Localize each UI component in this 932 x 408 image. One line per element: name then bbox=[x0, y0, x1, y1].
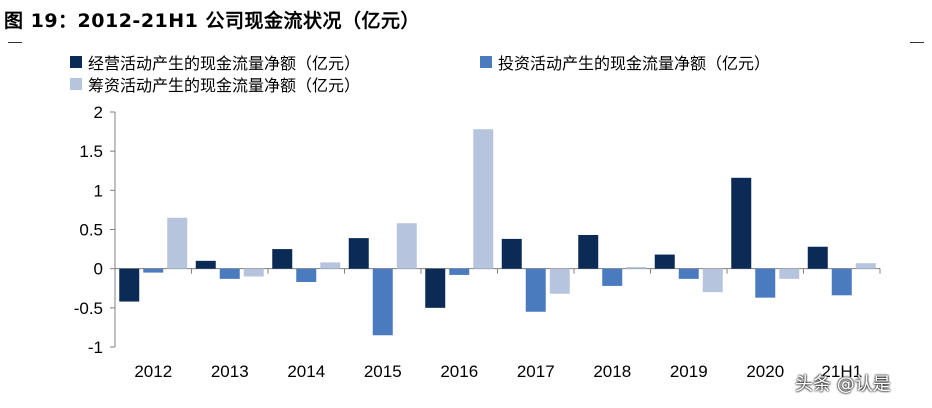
bar-operating bbox=[578, 234, 599, 269]
legend-swatch-operating bbox=[70, 56, 82, 68]
x-tick-label: 2012 bbox=[134, 362, 172, 381]
x-tick-label: 2020 bbox=[746, 362, 784, 381]
bar-operating bbox=[119, 268, 140, 302]
bar-investing bbox=[755, 268, 776, 298]
x-tick-label: 2018 bbox=[593, 362, 631, 381]
bar-operating bbox=[348, 238, 369, 269]
x-tick-label: 2015 bbox=[364, 362, 402, 381]
bar-operating bbox=[807, 246, 828, 269]
bar-investing bbox=[372, 268, 393, 336]
chart-legend: 经营活动产生的现金流量净额（亿元） 投资活动产生的现金流量净额（亿元） 筹资活动… bbox=[70, 50, 870, 98]
y-tick-label: -1 bbox=[88, 338, 103, 357]
bar-financing bbox=[626, 267, 647, 269]
bar-operating bbox=[272, 249, 293, 269]
y-tick-label: 2 bbox=[94, 103, 103, 122]
legend-swatch-investing bbox=[480, 56, 492, 68]
bar-financing bbox=[702, 268, 723, 293]
y-tick-label: 1.5 bbox=[79, 142, 103, 161]
y-tick-label: 0 bbox=[94, 260, 103, 279]
rule-tick-right bbox=[910, 42, 924, 43]
x-tick-label: 2016 bbox=[440, 362, 478, 381]
bar-investing bbox=[143, 268, 164, 273]
bar-investing bbox=[602, 268, 623, 286]
bar-operating bbox=[654, 254, 675, 269]
legend-swatch-financing bbox=[70, 78, 82, 90]
y-tick-label: -0.5 bbox=[74, 299, 103, 318]
bar-investing bbox=[219, 268, 240, 279]
legend-label-investing: 投资活动产生的现金流量净额（亿元） bbox=[498, 54, 771, 73]
bar-investing bbox=[831, 268, 852, 296]
y-tick-label: 1 bbox=[94, 181, 103, 200]
bar-operating bbox=[731, 177, 752, 269]
bar-financing bbox=[473, 129, 494, 269]
bar-operating bbox=[501, 238, 522, 269]
legend-item-investing: 投资活动产生的现金流量净额（亿元） bbox=[480, 50, 770, 74]
watermark-text: 头条 @认是 bbox=[795, 374, 891, 395]
bar-financing bbox=[167, 217, 188, 269]
y-tick-label: 0.5 bbox=[79, 221, 103, 240]
bar-financing bbox=[320, 262, 341, 269]
bar-investing bbox=[449, 268, 470, 275]
bar-investing bbox=[525, 268, 546, 312]
bar-operating bbox=[195, 260, 216, 269]
legend-item-financing: 筹资活动产生的现金流量净额（亿元） bbox=[70, 72, 360, 96]
x-tick-label: 2017 bbox=[517, 362, 555, 381]
bar-financing bbox=[855, 263, 876, 269]
figure-title: 图 19：2012-21H1 公司现金流状况（亿元） bbox=[4, 10, 420, 32]
rule-tick-left bbox=[8, 42, 22, 43]
x-tick-label: 2013 bbox=[211, 362, 249, 381]
legend-item-operating: 经营活动产生的现金流量净额（亿元） bbox=[70, 50, 360, 74]
legend-label-financing: 筹资活动产生的现金流量净额（亿元） bbox=[88, 76, 361, 95]
bar-financing bbox=[549, 268, 570, 294]
x-tick-label: 2014 bbox=[287, 362, 325, 381]
bar-investing bbox=[678, 268, 699, 279]
bar-financing bbox=[396, 223, 417, 269]
bar-financing bbox=[243, 268, 264, 277]
bar-investing bbox=[296, 268, 317, 282]
x-tick-label: 2019 bbox=[670, 362, 708, 381]
legend-label-operating: 经营活动产生的现金流量净额（亿元） bbox=[88, 54, 361, 73]
bar-operating bbox=[425, 268, 446, 308]
bar-financing bbox=[779, 268, 800, 279]
x-tick-label: 21H1 bbox=[821, 362, 862, 381]
